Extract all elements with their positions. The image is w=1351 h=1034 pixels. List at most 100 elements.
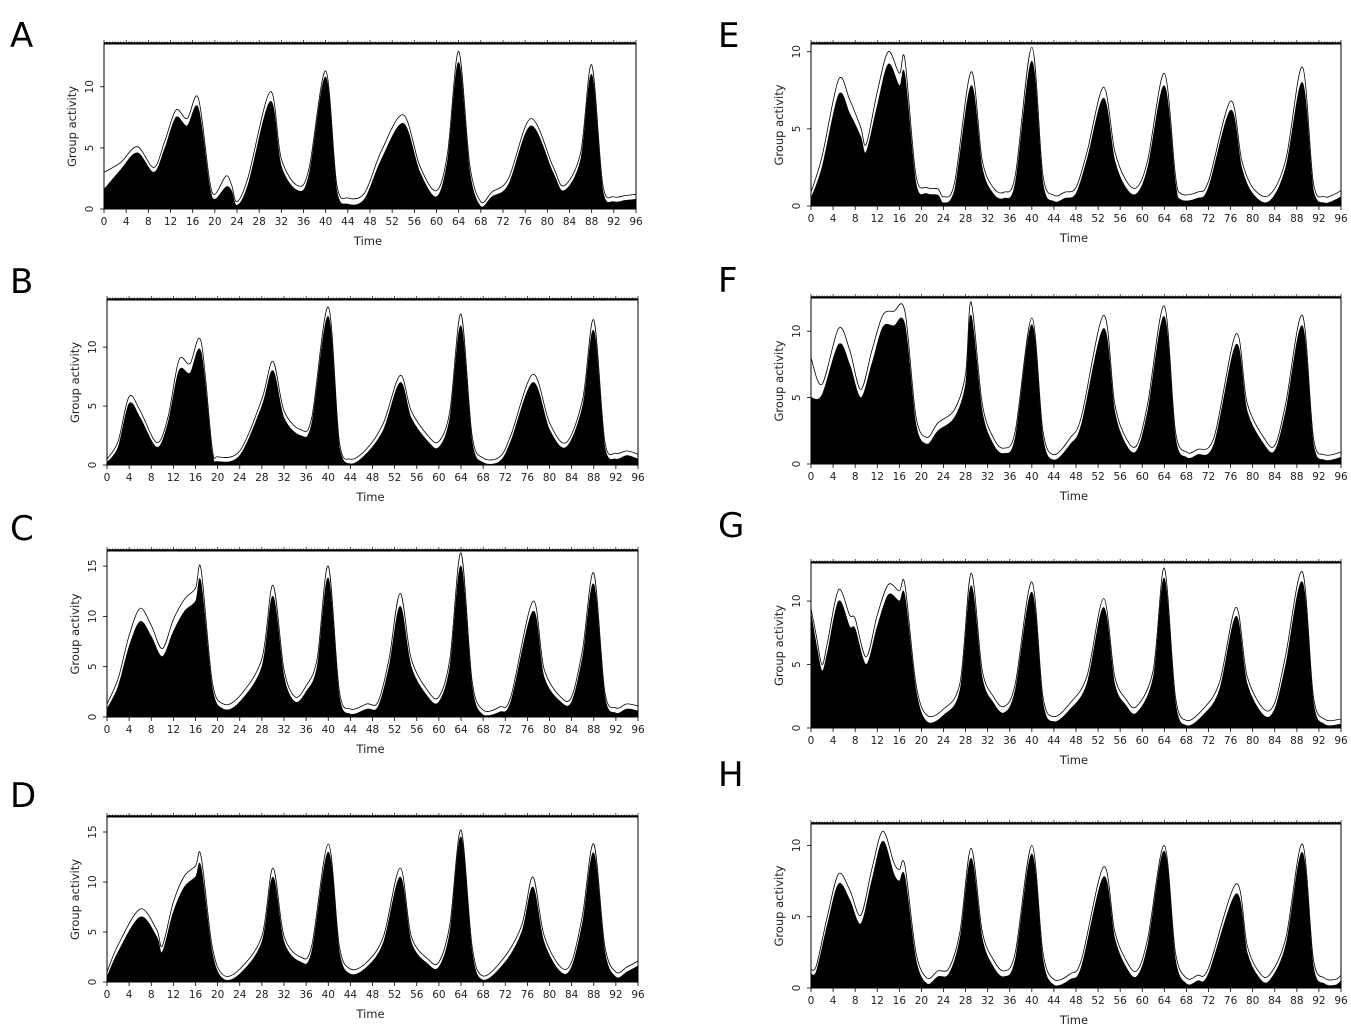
x-tick-label-c-24: 24: [233, 724, 247, 736]
x-tick-label-d-12: 12: [167, 989, 180, 1001]
x-tick-label-b-24: 24: [233, 472, 247, 484]
x-tick-label-e-8: 8: [852, 213, 859, 225]
x-tick-label-c-76: 76: [521, 724, 535, 736]
x-tick-label-f-4: 4: [830, 471, 837, 483]
x-tick-label-f-84: 84: [1268, 471, 1282, 483]
y-tick-label-e-10: 10: [791, 45, 803, 58]
panel-letter-b: B: [10, 262, 33, 302]
x-tick-label-h-44: 44: [1047, 995, 1061, 1007]
x-tick-label-b-48: 48: [366, 472, 379, 484]
panel-h: H0 4 8 12 16 20 24 28 32 36 40 44 48 52 56 60 64 68 72 76 80…: [718, 755, 1348, 1027]
x-tick-label-f-36: 36: [1003, 471, 1017, 483]
y-tick-label-a-0: 0: [84, 206, 96, 213]
x-tick-label-e-20: 20: [915, 213, 928, 225]
x-tick-label-d-16: 16: [189, 989, 203, 1001]
x-tick-label-c-84: 84: [565, 724, 579, 736]
x-tick-label-h-36: 36: [1003, 995, 1017, 1007]
x-tick-label-e-64: 64: [1158, 213, 1172, 225]
y-tick-label-b-5: 5: [87, 403, 99, 410]
x-tick-label-h-8: 8: [852, 995, 859, 1007]
x-tick-label-h-88: 88: [1290, 995, 1303, 1007]
x-tick-label-g-92: 92: [1312, 735, 1325, 747]
x-tick-label-a-40: 40: [319, 216, 332, 228]
x-tick-label-b-52: 52: [388, 472, 401, 484]
activity-envelope-g: [811, 567, 1341, 722]
x-tick-label-d-0: 0: [104, 989, 111, 1001]
x-tick-label-h-48: 48: [1069, 995, 1082, 1007]
activity-area-d: [107, 836, 638, 982]
x-tick-label-a-96: 96: [629, 216, 643, 228]
x-tick-label-b-84: 84: [565, 472, 579, 484]
x-tick-label-b-0: 0: [104, 472, 111, 484]
x-tick-label-f-8: 8: [852, 471, 859, 483]
x-tick-label-f-12: 12: [871, 471, 884, 483]
x-tick-label-d-96: 96: [631, 989, 645, 1001]
x-tick-label-a-92: 92: [607, 216, 620, 228]
x-tick-label-b-16: 16: [189, 472, 203, 484]
x-tick-label-a-24: 24: [230, 216, 244, 228]
panel-letter-d: D: [10, 776, 36, 816]
panel-f: F0 4 8 12 16 20 24 28 32 36 40 44 48 52 56 60 64 68 72 76 80…: [718, 261, 1348, 503]
y-tick-label-c-0: 0: [87, 714, 99, 721]
x-tick-label-f-16: 16: [893, 471, 907, 483]
panel-d: D0 4 8 12 16 20 24 28 32 36 40 44 48 52 56 60 64 68 72 76 80…: [10, 776, 645, 1021]
x-tick-label-f-96: 96: [1334, 471, 1348, 483]
panel-letter-g: G: [718, 506, 744, 546]
x-tick-label-f-44: 44: [1047, 471, 1061, 483]
x-tick-label-b-64: 64: [454, 472, 468, 484]
y-axis-label-e: Group activity: [772, 84, 786, 165]
x-tick-label-d-60: 60: [432, 989, 445, 1001]
x-tick-label-b-96: 96: [631, 472, 645, 484]
x-tick-label-g-0: 0: [808, 735, 815, 747]
x-tick-label-c-56: 56: [410, 724, 424, 736]
x-tick-label-c-88: 88: [587, 724, 600, 736]
x-tick-label-a-0: 0: [101, 216, 108, 228]
y-tick-label-h-10: 10: [791, 839, 803, 852]
x-tick-label-h-72: 72: [1202, 995, 1215, 1007]
panel-g: G0 4 8 12 16 20 24 28 32 36 40 44 48 52 56 60 64 68 72 76 80…: [718, 506, 1348, 767]
x-tick-label-e-60: 60: [1136, 213, 1149, 225]
x-tick-label-h-28: 28: [959, 995, 972, 1007]
x-tick-label-a-20: 20: [208, 216, 221, 228]
x-tick-label-h-24: 24: [937, 995, 951, 1007]
activity-area-a: [104, 61, 636, 209]
x-tick-label-b-76: 76: [521, 472, 535, 484]
x-tick-label-f-48: 48: [1069, 471, 1082, 483]
x-tick-label-h-92: 92: [1312, 995, 1325, 1007]
x-tick-label-f-76: 76: [1224, 471, 1238, 483]
x-tick-label-d-20: 20: [211, 989, 224, 1001]
x-axis-label-h: Time: [1059, 1013, 1088, 1027]
x-tick-label-e-96: 96: [1334, 213, 1348, 225]
x-tick-label-f-60: 60: [1136, 471, 1149, 483]
x-tick-label-d-44: 44: [344, 989, 358, 1001]
x-tick-label-b-80: 80: [543, 472, 556, 484]
x-tick-label-f-64: 64: [1158, 471, 1172, 483]
x-tick-label-h-56: 56: [1113, 995, 1127, 1007]
x-tick-label-g-60: 60: [1136, 735, 1149, 747]
x-tick-label-c-20: 20: [211, 724, 224, 736]
x-tick-label-f-0: 0: [808, 471, 815, 483]
y-tick-label-f-5: 5: [791, 394, 803, 401]
x-tick-label-g-16: 16: [893, 735, 907, 747]
x-tick-label-a-48: 48: [363, 216, 376, 228]
y-tick-label-c-15: 15: [87, 559, 99, 572]
activity-area-c: [107, 565, 638, 717]
x-tick-label-d-64: 64: [454, 989, 468, 1001]
y-axis-label-a: Group activity: [65, 86, 79, 167]
activity-area-e: [811, 60, 1341, 206]
x-tick-label-b-4: 4: [126, 472, 133, 484]
x-tick-label-b-44: 44: [344, 472, 358, 484]
x-tick-label-h-4: 4: [830, 995, 837, 1007]
x-tick-label-c-44: 44: [344, 724, 358, 736]
x-tick-label-g-4: 4: [830, 735, 837, 747]
x-axis-label-c: Time: [355, 742, 384, 756]
x-tick-label-d-40: 40: [322, 989, 335, 1001]
x-tick-label-b-92: 92: [609, 472, 622, 484]
x-tick-label-d-80: 80: [543, 989, 556, 1001]
y-tick-label-h-0: 0: [791, 985, 803, 992]
x-tick-label-f-80: 80: [1246, 471, 1259, 483]
x-tick-label-a-4: 4: [123, 216, 130, 228]
x-axis-label-b: Time: [355, 490, 384, 504]
panel-c: C0 4 8 12 16 20 24 28 32 36 40 44 48 52 56 60 64 68 72 76 80…: [10, 509, 645, 756]
